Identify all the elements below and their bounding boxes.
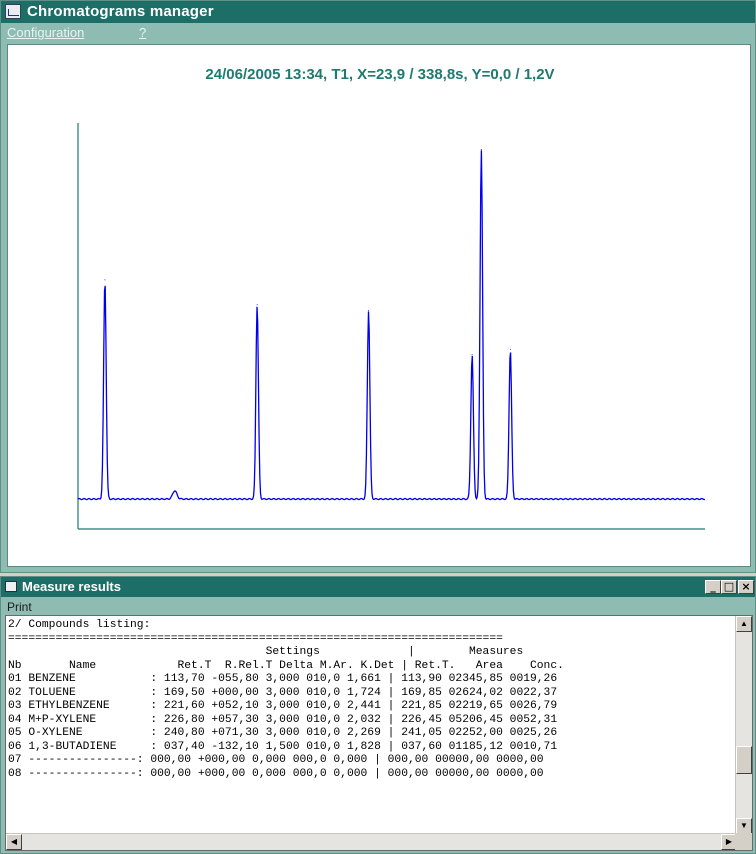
peak-5 xyxy=(471,354,473,356)
chromatogram-plot: 24/06/2005 13:34, T1, X=23,9 / 338,8s, Y… xyxy=(7,44,751,567)
listing-line: 06 1,3-BUTADIENE : 037,40 -132,10 1,500 … xyxy=(8,740,558,753)
scroll-thumb[interactable] xyxy=(736,746,752,774)
measure-results-window: Measure results _ □ × Print 2/ Compounds… xyxy=(0,576,756,854)
listing-line: Settings | Measures xyxy=(265,646,524,658)
minimize-button[interactable]: _ xyxy=(705,580,721,594)
scroll-up-arrow-icon[interactable]: ▲ xyxy=(736,616,752,632)
results-window-icon[interactable] xyxy=(5,581,17,592)
peak-2 xyxy=(174,490,176,492)
results-text-panel[interactable]: 2/ Compounds listing: ==================… xyxy=(5,615,753,851)
menu-help[interactable]: ? xyxy=(139,25,147,40)
chromatogram-svg: 24/06/2005 13:34, T1, X=23,9 / 338,8s, Y… xyxy=(77,66,706,530)
peak-7 xyxy=(509,348,511,350)
chromatograms-window: Chromatograms manager Configuration ? 24… xyxy=(0,0,756,573)
listing-line: 01 BENZENE : 113,70 -055,80 3,000 010,0 … xyxy=(8,673,558,685)
listing-line: 05 O-XYLENE : 240,80 +071,30 3,000 010,0… xyxy=(8,727,558,739)
peak-1 xyxy=(104,279,106,281)
maximize-button[interactable]: □ xyxy=(721,580,737,594)
listing-line: 07 ----------------: 000,00 +000,00 0,00… xyxy=(8,754,544,766)
close-button[interactable]: × xyxy=(738,580,754,594)
title-bar[interactable]: Chromatograms manager xyxy=(1,1,755,23)
plot-header: 24/06/2005 13:34, T1, X=23,9 / 338,8s, Y… xyxy=(205,66,554,83)
listing-line: 02 TOLUENE : 169,50 +000,00 3,000 010,0 … xyxy=(8,686,558,699)
listing-line: Nb Name Ret.T R.Rel.T Delta M.Ar. K.Det … xyxy=(8,659,564,672)
listing-line: 04 M+P-XYLENE : 226,80 +057,30 3,000 010… xyxy=(8,713,558,726)
app-chart-icon[interactable] xyxy=(5,4,21,19)
menu-print[interactable]: Print xyxy=(7,600,32,614)
listing-line: ========================================… xyxy=(8,632,503,645)
scroll-left-arrow-icon[interactable]: ◀ xyxy=(6,834,22,850)
listing-line: 03 ETHYLBENZENE : 221,60 +052,10 3,000 0… xyxy=(8,700,558,712)
peak-6 xyxy=(480,149,482,150)
compounds-listing: 2/ Compounds listing: ==================… xyxy=(8,619,734,831)
chromatogram-trace xyxy=(77,150,706,501)
results-menu-bar: Print xyxy=(1,597,755,615)
menu-bar: Configuration ? xyxy=(1,23,755,43)
peak-3 xyxy=(256,304,258,306)
peak-4 xyxy=(368,309,370,311)
window-title: Chromatograms manager xyxy=(27,3,214,20)
results-window-title: Measure results xyxy=(22,579,121,594)
results-title-bar[interactable]: Measure results _ □ × xyxy=(1,577,755,597)
horizontal-scrollbar[interactable]: ◀ ▶ xyxy=(6,833,752,850)
vertical-scrollbar[interactable]: ▲ ▼ xyxy=(735,616,752,834)
resize-grip-icon[interactable] xyxy=(735,833,752,850)
menu-configuration[interactable]: Configuration xyxy=(7,25,85,40)
listing-line: 2/ Compounds listing: xyxy=(8,619,151,631)
listing-line: 08 ----------------: 000,00 +000,00 0,00… xyxy=(8,767,544,780)
scroll-down-arrow-icon[interactable]: ▼ xyxy=(736,818,752,834)
